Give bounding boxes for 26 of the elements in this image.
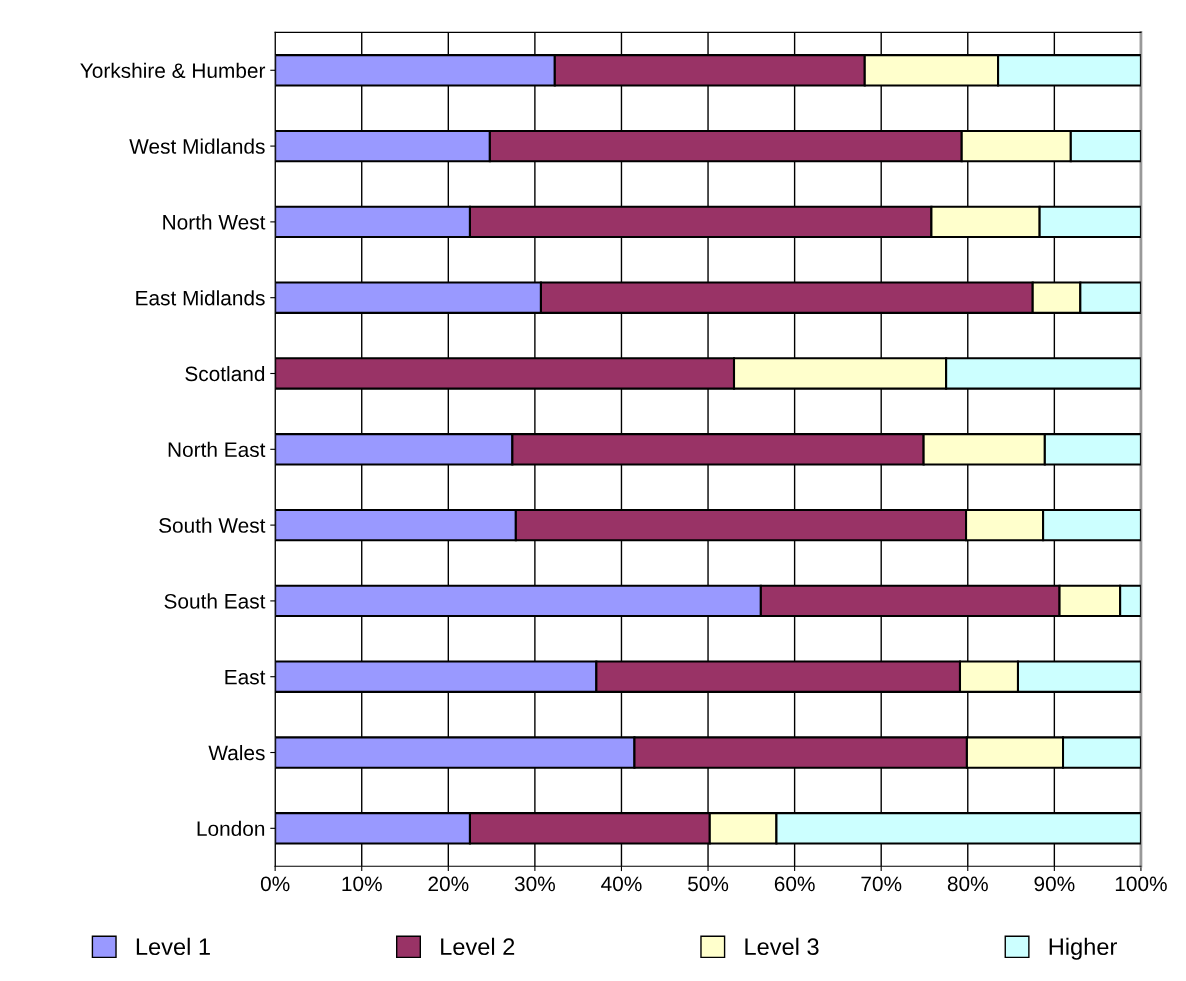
legend-label: Higher [1049,937,1117,960]
x-tick-label: 20% [428,876,469,892]
y-tick-label: North East [168,441,266,458]
y-tick-label: Yorkshire & Humber [80,62,266,79]
y-tick-label: East [225,669,266,685]
y-tick-label: North West [163,214,266,230]
y-tick-label: South East [164,593,266,609]
x-tick-label: 0% [260,876,290,892]
x-tick-label: 40% [601,876,642,892]
x-tick-label: 30% [514,876,555,892]
y-tick-label: Scotland [185,365,265,382]
x-tick-label: 80% [947,876,988,892]
x-tick-label: 70% [861,876,902,892]
y-tick-label: South West [159,517,266,533]
y-tick-label: London [197,820,265,837]
legend-label: Level 2 [441,937,515,956]
x-tick-label: 100% [1115,876,1167,892]
x-tick-label: 90% [1034,876,1075,892]
y-tick-label: East Midlands [136,290,265,306]
x-tick-label: 10% [342,876,382,892]
x-tick-label: 50% [688,876,729,892]
legend-label: Level 1 [136,937,210,956]
x-tick-label: 60% [774,876,815,892]
y-tick-label: Wales [208,744,265,761]
y-tick-label: West Midlands [129,138,265,154]
legend-label: Level 3 [745,937,819,956]
